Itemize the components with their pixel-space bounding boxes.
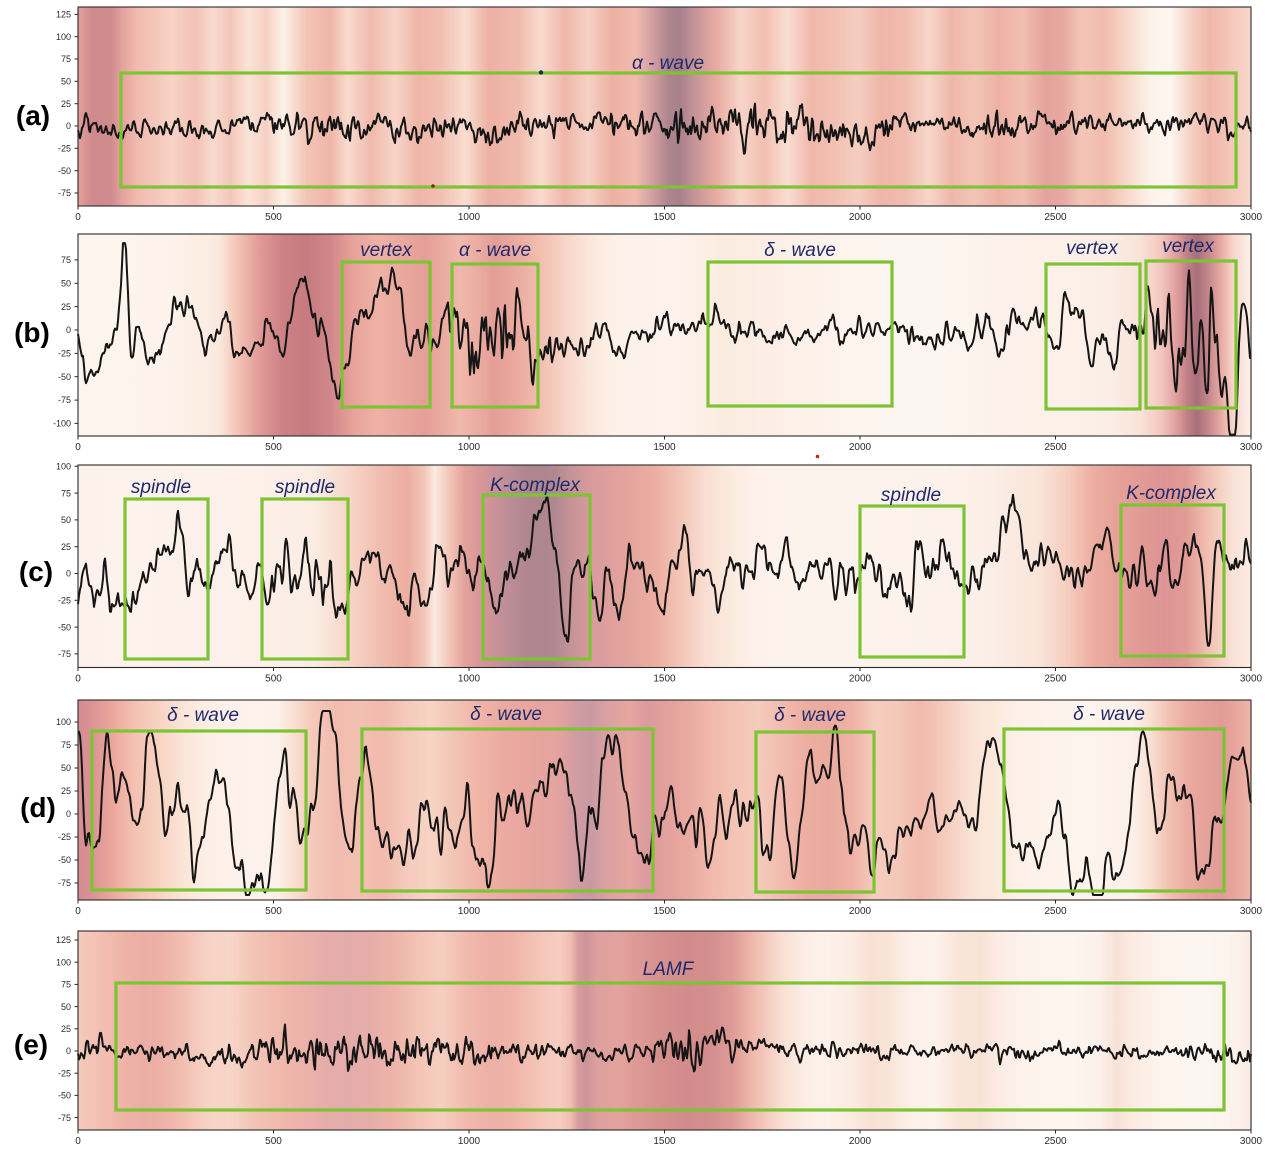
- svg-text:1500: 1500: [653, 906, 676, 917]
- svg-text:500: 500: [265, 1136, 282, 1147]
- svg-text:500: 500: [265, 442, 282, 453]
- svg-text:vertex: vertex: [360, 240, 413, 261]
- svg-text:25: 25: [61, 786, 71, 796]
- svg-text:3000: 3000: [1240, 442, 1263, 453]
- svg-text:500: 500: [265, 674, 282, 685]
- svg-text:vertex: vertex: [1066, 238, 1119, 259]
- svg-text:2000: 2000: [849, 674, 872, 685]
- svg-text:0: 0: [66, 325, 71, 335]
- svg-text:-25: -25: [58, 144, 71, 154]
- svg-text:spindle: spindle: [881, 485, 941, 506]
- svg-text:100: 100: [56, 957, 71, 967]
- svg-text:100: 100: [56, 32, 71, 42]
- svg-text:125: 125: [56, 935, 71, 945]
- svg-text:25: 25: [61, 1024, 71, 1034]
- svg-text:1000: 1000: [458, 212, 481, 223]
- svg-text:α - wave: α - wave: [632, 53, 704, 74]
- svg-text:0: 0: [75, 674, 81, 685]
- svg-text:3000: 3000: [1240, 674, 1263, 685]
- svg-text:3000: 3000: [1240, 906, 1263, 917]
- svg-text:-50: -50: [58, 622, 71, 632]
- svg-text:25: 25: [61, 302, 71, 312]
- svg-text:-50: -50: [58, 166, 71, 176]
- svg-text:0: 0: [66, 809, 71, 819]
- svg-text:1000: 1000: [458, 442, 481, 453]
- svg-text:1500: 1500: [653, 212, 676, 223]
- svg-text:2500: 2500: [1044, 442, 1067, 453]
- svg-text:25: 25: [61, 99, 71, 109]
- svg-text:125: 125: [56, 10, 71, 20]
- svg-text:2000: 2000: [849, 212, 872, 223]
- svg-text:(a): (a): [16, 100, 50, 131]
- svg-text:1500: 1500: [653, 1136, 676, 1147]
- svg-text:75: 75: [61, 255, 71, 265]
- svg-text:1000: 1000: [458, 674, 481, 685]
- svg-text:-25: -25: [58, 349, 71, 359]
- svg-text:0: 0: [75, 906, 81, 917]
- svg-text:2500: 2500: [1044, 212, 1067, 223]
- svg-text:1500: 1500: [653, 442, 676, 453]
- svg-text:50: 50: [61, 1002, 71, 1012]
- svg-text:50: 50: [61, 77, 71, 87]
- svg-text:2000: 2000: [849, 442, 872, 453]
- svg-text:K-complex: K-complex: [1126, 483, 1217, 504]
- svg-text:0: 0: [66, 121, 71, 131]
- svg-text:-75: -75: [58, 649, 71, 659]
- svg-text:100: 100: [56, 717, 71, 727]
- svg-text:δ - wave: δ - wave: [470, 704, 542, 725]
- svg-text:500: 500: [265, 906, 282, 917]
- svg-text:50: 50: [61, 279, 71, 289]
- svg-text:(c): (c): [19, 556, 53, 587]
- svg-text:-25: -25: [58, 1068, 71, 1078]
- svg-text:-25: -25: [58, 832, 71, 842]
- svg-text:-75: -75: [58, 1113, 71, 1123]
- svg-text:-75: -75: [58, 395, 71, 405]
- svg-text:0: 0: [66, 1046, 71, 1056]
- svg-text:spindle: spindle: [275, 477, 335, 498]
- svg-text:δ - wave: δ - wave: [167, 705, 239, 726]
- svg-text:-75: -75: [58, 878, 71, 888]
- svg-text:0: 0: [75, 1136, 81, 1147]
- svg-text:-75: -75: [58, 188, 71, 198]
- svg-text:(d): (d): [20, 792, 56, 823]
- svg-text:3000: 3000: [1240, 212, 1263, 223]
- svg-text:0: 0: [66, 569, 71, 579]
- svg-text:1000: 1000: [458, 1136, 481, 1147]
- svg-text:1500: 1500: [653, 674, 676, 685]
- svg-text:2000: 2000: [849, 1136, 872, 1147]
- svg-text:(b): (b): [14, 317, 50, 348]
- svg-text:75: 75: [61, 980, 71, 990]
- svg-text:α - wave: α - wave: [459, 240, 531, 261]
- svg-text:75: 75: [61, 488, 71, 498]
- svg-text:0: 0: [75, 442, 81, 453]
- svg-text:(e): (e): [14, 1029, 48, 1060]
- svg-text:2500: 2500: [1044, 674, 1067, 685]
- svg-text:75: 75: [61, 54, 71, 64]
- svg-text:75: 75: [61, 740, 71, 750]
- svg-text:δ - wave: δ - wave: [1073, 704, 1145, 725]
- svg-text:0: 0: [75, 212, 81, 223]
- svg-text:-50: -50: [58, 1091, 71, 1101]
- svg-text:vertex: vertex: [1162, 236, 1215, 257]
- svg-text:2000: 2000: [849, 906, 872, 917]
- svg-text:-25: -25: [58, 596, 71, 606]
- svg-text:500: 500: [265, 212, 282, 223]
- svg-text:δ - wave: δ - wave: [774, 705, 846, 726]
- svg-text:-50: -50: [58, 855, 71, 865]
- svg-text:2500: 2500: [1044, 906, 1067, 917]
- svg-text:50: 50: [61, 763, 71, 773]
- svg-text:2500: 2500: [1044, 1136, 1067, 1147]
- svg-text:δ - wave: δ - wave: [764, 240, 836, 261]
- svg-text:3000: 3000: [1240, 1136, 1263, 1147]
- svg-text:-50: -50: [58, 372, 71, 382]
- svg-text:LAMF: LAMF: [643, 959, 695, 980]
- svg-text:25: 25: [61, 542, 71, 552]
- svg-text:K-complex: K-complex: [490, 475, 581, 496]
- svg-text:50: 50: [61, 515, 71, 525]
- svg-text:spindle: spindle: [131, 477, 191, 498]
- svg-text:100: 100: [56, 462, 71, 472]
- svg-text:-100: -100: [53, 419, 71, 429]
- svg-text:1000: 1000: [458, 906, 481, 917]
